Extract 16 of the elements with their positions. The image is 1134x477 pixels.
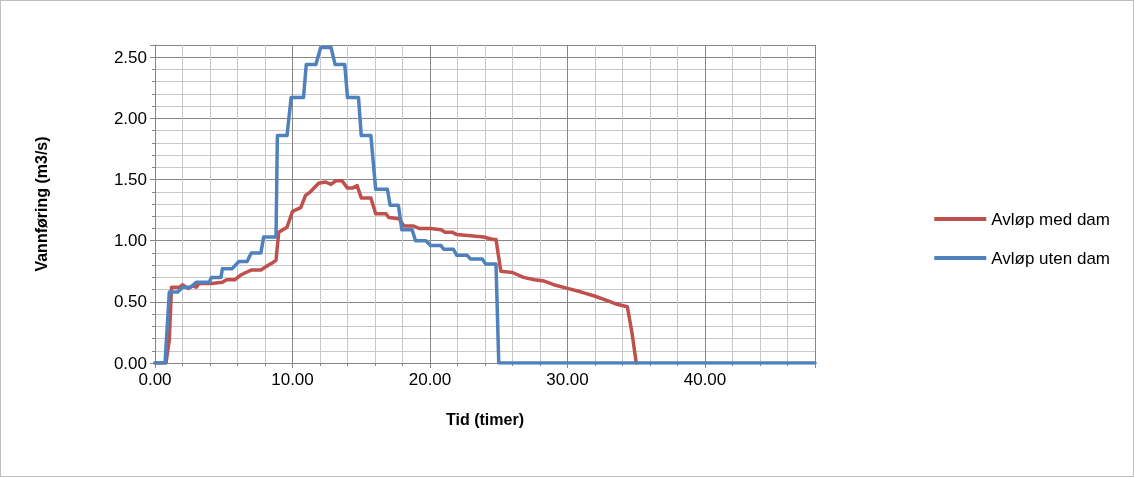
y-tick-label: 0.50 [113, 292, 147, 312]
y-tick-label: 2.50 [113, 47, 147, 67]
x-axis-title: Tid (timer) [446, 410, 524, 428]
y-axis-title: Vannføring (m3/s) [32, 136, 50, 272]
x-tick-label: 10.00 [271, 370, 314, 389]
line-series [153, 45, 817, 365]
x-tick-label: 40.00 [683, 370, 727, 389]
legend-label: Avløp uten dam [991, 248, 1111, 268]
x-tick-label: 20.00 [408, 370, 452, 389]
y-tick-label: 2.00 [113, 108, 147, 128]
legend-label: Avløp med dam [991, 209, 1110, 229]
y-tick-label: 1.50 [113, 170, 147, 190]
y-tick-label: 0.00 [113, 353, 147, 373]
x-tick-label: 0.00 [138, 370, 172, 389]
y-tick-label: 1.00 [113, 231, 147, 251]
x-tick-label: 30.00 [546, 370, 589, 389]
